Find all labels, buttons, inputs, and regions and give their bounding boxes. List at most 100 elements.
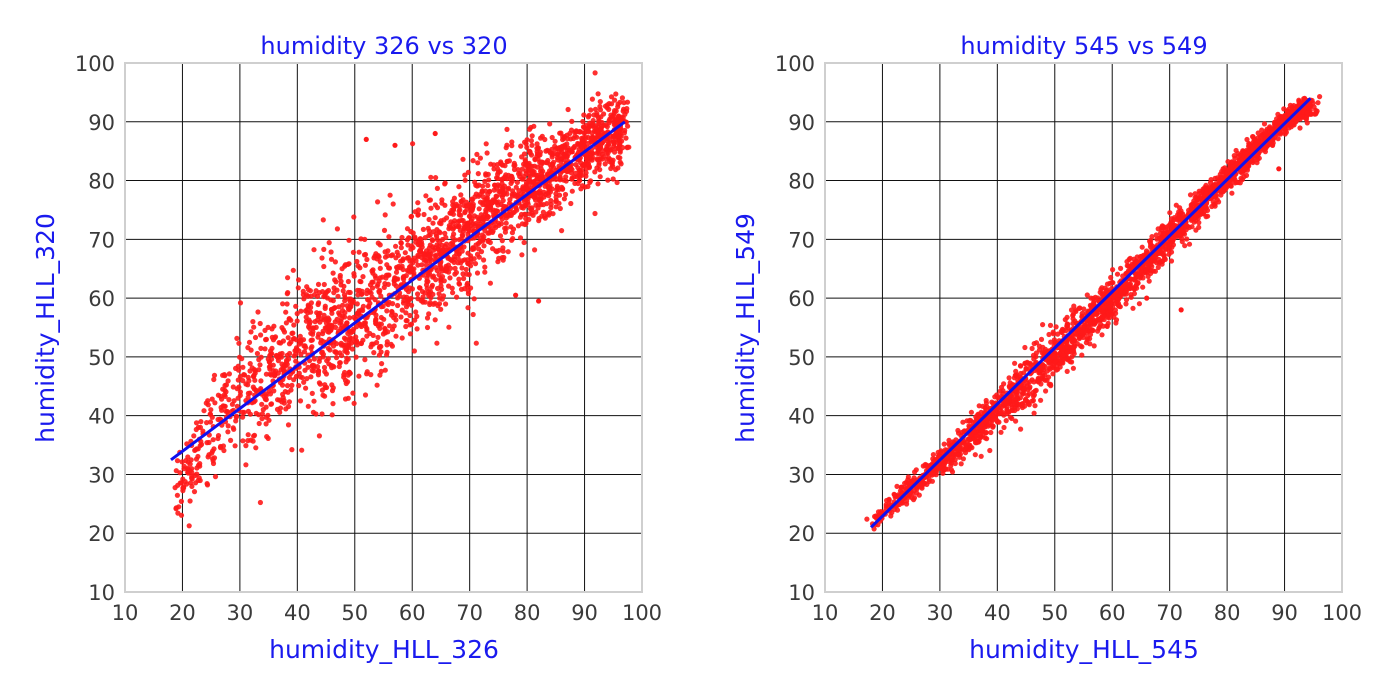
scatter-point	[982, 435, 988, 441]
scatter-point	[351, 400, 357, 406]
scatter-point	[467, 205, 473, 212]
scatter-point	[297, 398, 304, 404]
scatter-point	[289, 330, 295, 336]
scatter-point	[499, 255, 505, 261]
scatter-point	[519, 166, 525, 172]
scatter-point	[588, 135, 595, 141]
scatter-point	[237, 373, 243, 380]
scatter-point	[377, 344, 383, 350]
scatter-point	[188, 480, 194, 486]
scatter-point	[322, 293, 328, 299]
scatter-point	[1219, 176, 1225, 182]
scatter-point	[483, 141, 489, 147]
scatter-point	[531, 123, 537, 129]
scatter-point	[477, 239, 483, 245]
scatter-point	[1196, 188, 1202, 194]
scatter-point	[488, 161, 494, 167]
scatter-point	[338, 318, 344, 325]
scatter-point	[375, 334, 381, 340]
scatter-point	[537, 152, 543, 158]
x-tick-label: 70	[1156, 601, 1183, 625]
scatter-point	[613, 91, 619, 97]
scatter-point	[399, 307, 405, 313]
scatter-point	[507, 152, 513, 158]
scatter-point	[432, 130, 438, 137]
y-tick-label: 90	[788, 111, 815, 135]
scatter-point	[456, 184, 462, 190]
scatter-point	[311, 356, 317, 362]
scatter-point	[264, 434, 270, 440]
grid-lines	[825, 63, 1342, 592]
scatter-point	[482, 178, 488, 184]
scatter-point	[370, 267, 376, 273]
scatter-point	[1127, 255, 1133, 261]
scatter-point	[375, 281, 381, 287]
scatter-point	[491, 207, 497, 213]
scatter-point	[1063, 328, 1069, 334]
scatter-point	[463, 266, 469, 273]
scatter-point	[597, 167, 603, 173]
scatter-point	[592, 210, 598, 217]
scatter-point	[1023, 396, 1029, 402]
scatter-point	[414, 313, 420, 319]
scatter-point	[333, 279, 339, 285]
scatter-point	[326, 240, 332, 246]
scatter-point	[189, 475, 195, 481]
scatter-point	[342, 314, 348, 320]
scatter-point	[423, 282, 430, 288]
scatter-point	[952, 457, 958, 463]
scatter-point	[393, 243, 399, 249]
scatter-point	[236, 340, 242, 346]
scatter-point	[311, 247, 317, 253]
scatter-points	[864, 94, 1323, 532]
scatter-point	[465, 305, 471, 311]
scatter-point	[248, 437, 254, 443]
scatter-point	[1137, 275, 1143, 281]
scatter-point	[486, 177, 492, 183]
scatter-point	[902, 480, 908, 486]
scatter-point	[544, 171, 551, 177]
scatter-point	[1238, 157, 1244, 164]
x-tick-label: 50	[341, 601, 368, 625]
scatter-point	[211, 376, 217, 383]
scatter-point	[952, 460, 958, 467]
scatter-point	[291, 353, 297, 359]
scatter-point	[534, 145, 540, 151]
scatter-point	[466, 272, 472, 278]
scatter-point	[1144, 295, 1150, 301]
scatter-point	[1317, 94, 1323, 100]
scatter-point	[436, 229, 442, 235]
scatter-point	[1106, 304, 1113, 310]
scatter-point	[1114, 271, 1121, 277]
scatter-point	[1084, 337, 1090, 343]
scatter-point	[597, 103, 603, 110]
scatter-point	[316, 290, 322, 296]
scatter-point	[1304, 110, 1310, 116]
scatter-point	[1021, 386, 1027, 393]
scatter-point	[392, 142, 398, 148]
y-tick-label: 60	[88, 287, 115, 311]
scatter-point	[586, 165, 592, 171]
scatter-point	[1178, 307, 1184, 313]
x-tick-label: 50	[1041, 601, 1068, 625]
scatter-point	[465, 250, 471, 256]
scatter-point	[1033, 354, 1039, 360]
scatter-point	[1063, 339, 1069, 345]
scatter-point	[442, 181, 448, 187]
scatter-point	[329, 412, 335, 418]
scatter-point	[255, 309, 261, 315]
scatter-point	[1296, 97, 1302, 103]
scatter-point	[222, 373, 228, 379]
scatter-point	[437, 252, 443, 258]
scatter-point	[930, 452, 937, 458]
scatter-point	[349, 346, 355, 352]
scatter-point	[404, 226, 411, 232]
scatter-point	[356, 373, 362, 379]
scatter-point	[443, 241, 450, 247]
fit-line-layer	[869, 97, 1312, 529]
scatter-point	[402, 250, 408, 256]
scatter-point	[529, 142, 535, 148]
scatter-point	[596, 162, 602, 168]
scatter-point	[256, 357, 262, 363]
scatter-point	[354, 301, 360, 307]
